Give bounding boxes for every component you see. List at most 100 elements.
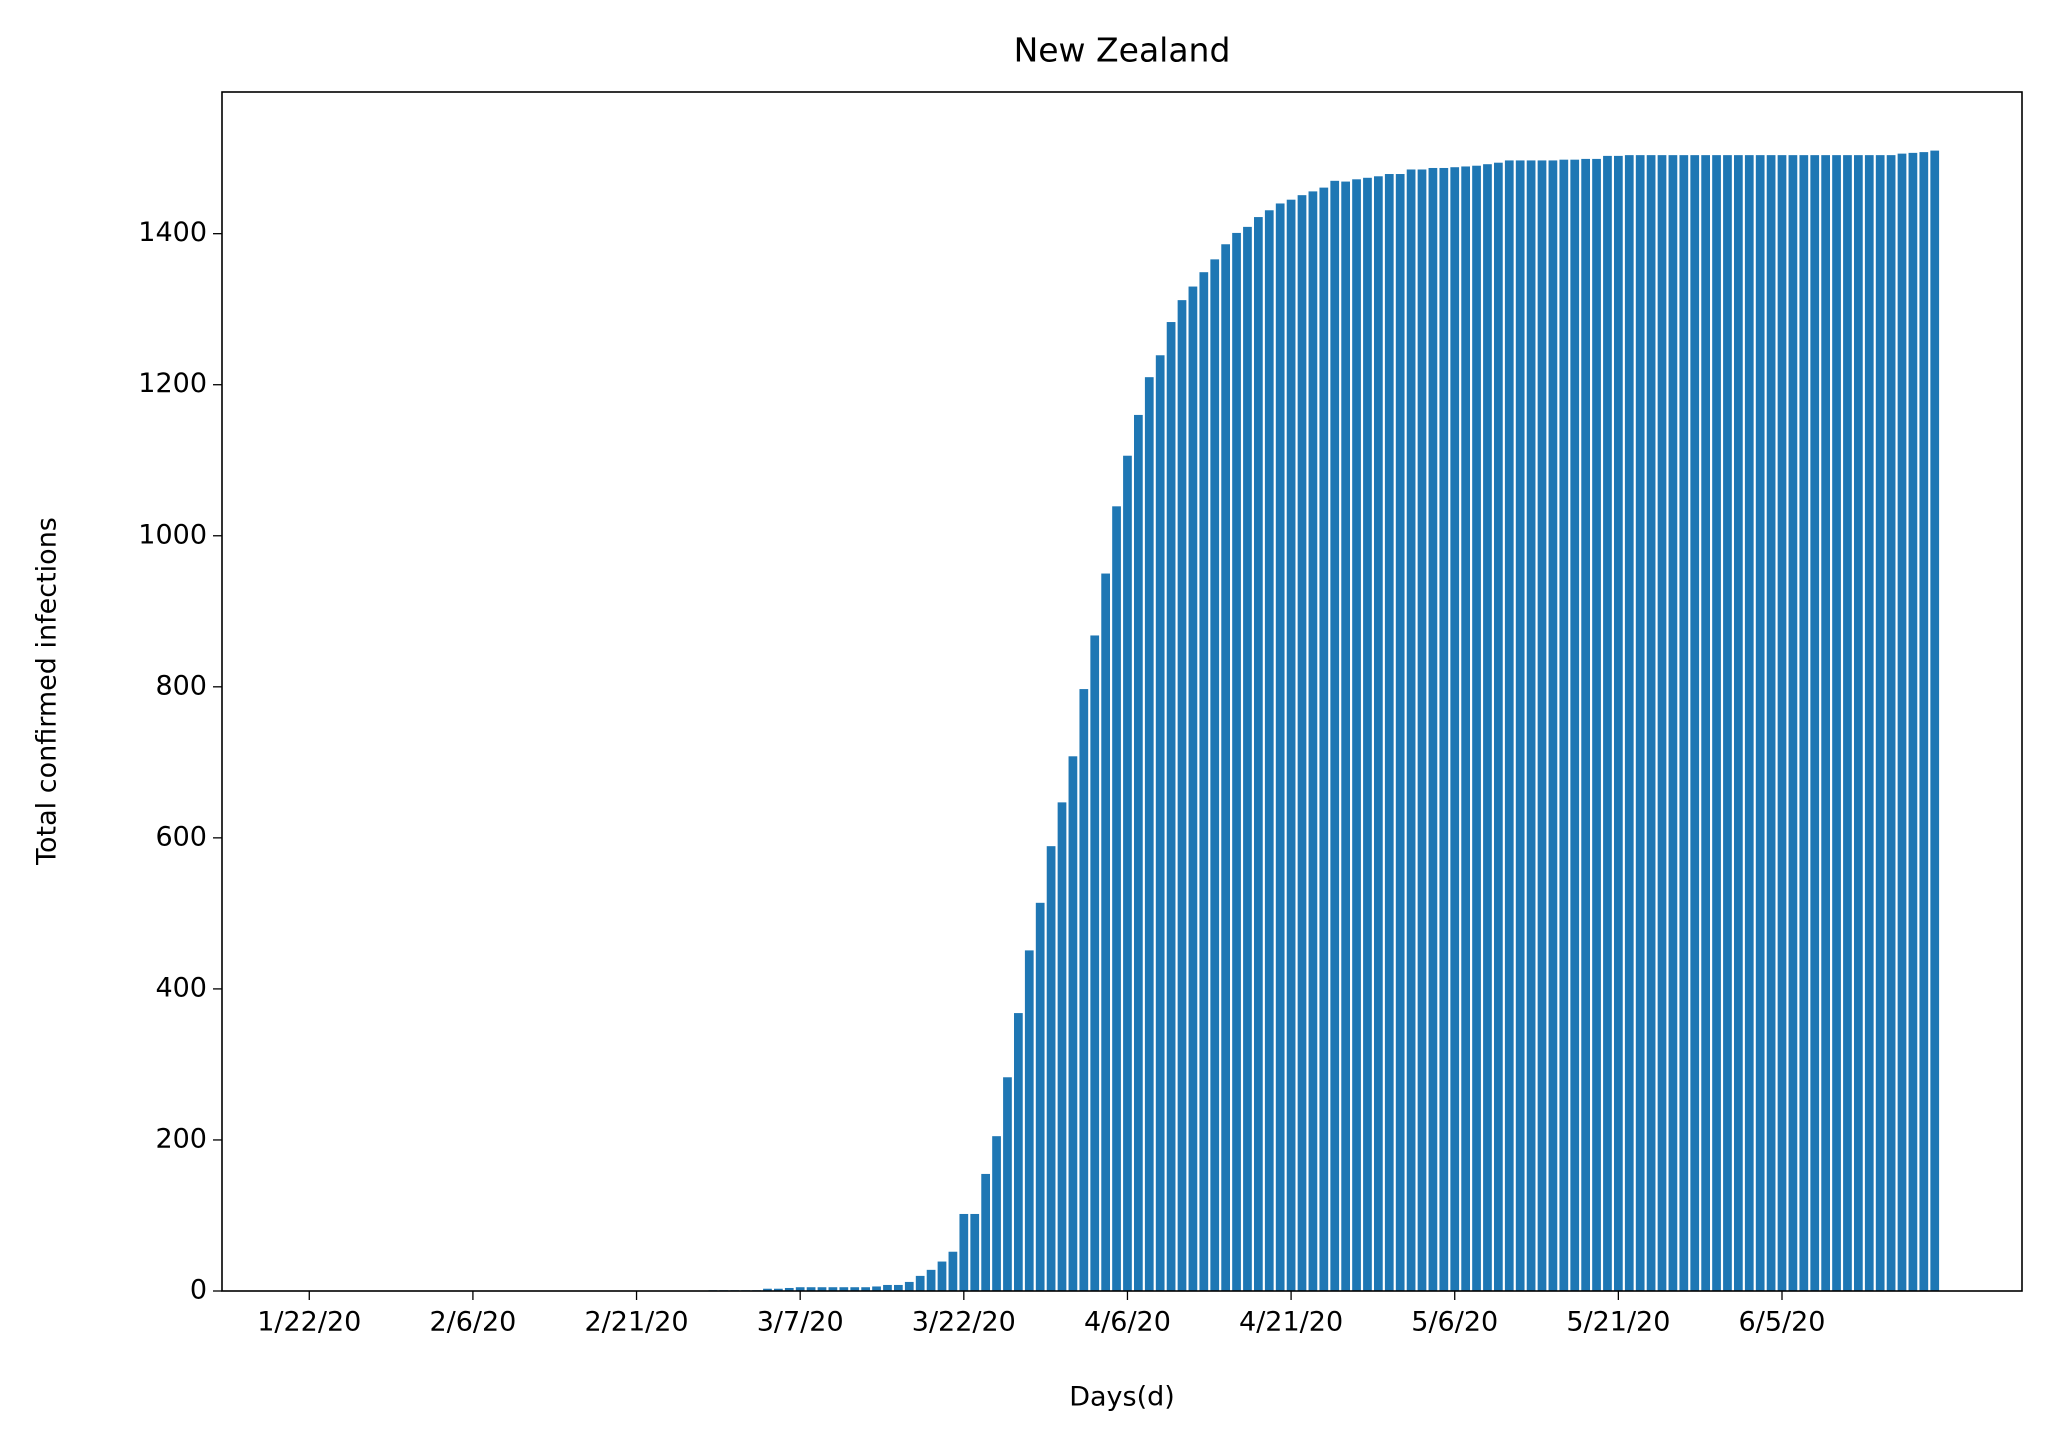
bar xyxy=(1854,155,1863,1291)
bar xyxy=(1308,191,1318,1292)
bar xyxy=(795,1287,805,1291)
y-axis-label: Total confirmed infections xyxy=(32,517,63,866)
bar xyxy=(1603,155,1612,1291)
bar xyxy=(1101,573,1110,1291)
x-tick-label: 2/21/20 xyxy=(584,1307,688,1338)
bar xyxy=(1668,155,1678,1291)
y-tick-label: 1200 xyxy=(138,368,207,399)
bar xyxy=(1057,802,1067,1291)
bar xyxy=(937,1261,947,1291)
x-tick-label: 2/6/20 xyxy=(429,1307,516,1338)
bar xyxy=(1428,167,1438,1291)
bar xyxy=(872,1286,881,1291)
y-tick-label: 400 xyxy=(155,972,207,1003)
bar xyxy=(948,1251,958,1291)
bar xyxy=(1090,635,1100,1291)
bar xyxy=(1494,162,1503,1292)
bar xyxy=(1897,153,1907,1292)
x-tick-label: 5/21/20 xyxy=(1566,1307,1670,1338)
bar xyxy=(1864,155,1874,1291)
bar xyxy=(1799,155,1809,1291)
bar xyxy=(1024,950,1034,1291)
bar xyxy=(1232,232,1241,1292)
bar xyxy=(1046,846,1056,1291)
bar xyxy=(1439,167,1449,1291)
bar xyxy=(1395,174,1405,1291)
bar xyxy=(774,1288,783,1291)
bar xyxy=(1068,756,1078,1291)
bar xyxy=(1254,217,1263,1291)
bar xyxy=(1592,158,1601,1291)
bar xyxy=(1821,155,1830,1291)
x-tick-label: 3/22/20 xyxy=(912,1307,1016,1338)
y-tick-label: 1400 xyxy=(138,217,207,248)
bar xyxy=(1504,160,1514,1291)
bar xyxy=(1166,322,1176,1291)
y-tick-label: 0 xyxy=(190,1275,207,1306)
bar xyxy=(806,1287,816,1291)
x-tick-label: 6/5/20 xyxy=(1739,1307,1826,1338)
bar xyxy=(828,1287,838,1291)
bar xyxy=(1461,166,1470,1292)
bar xyxy=(981,1173,990,1291)
bar xyxy=(1374,176,1383,1291)
x-tick-label: 3/7/20 xyxy=(757,1307,844,1338)
bar xyxy=(1155,355,1165,1292)
x-tick-label: 1/22/20 xyxy=(257,1307,361,1338)
bar xyxy=(915,1275,925,1291)
bar xyxy=(1319,187,1329,1292)
bar xyxy=(1526,160,1536,1291)
bar xyxy=(1199,272,1209,1292)
chart-title: New Zealand xyxy=(1014,31,1231,70)
bar xyxy=(992,1136,1001,1291)
bar xyxy=(1384,174,1394,1291)
bar xyxy=(1123,455,1132,1292)
x-axis-label: Days(d) xyxy=(1069,1382,1175,1413)
bar xyxy=(1701,155,1710,1291)
y-tick-label: 200 xyxy=(155,1123,207,1154)
bar xyxy=(970,1213,980,1291)
bar xyxy=(1003,1077,1012,1291)
bar xyxy=(1035,902,1045,1291)
x-tick-label: 4/6/20 xyxy=(1084,1307,1171,1338)
bar xyxy=(1766,155,1776,1291)
bar xyxy=(1919,152,1929,1291)
bar xyxy=(1832,155,1841,1291)
bar xyxy=(904,1281,914,1291)
bar xyxy=(763,1288,772,1291)
x-tick-label: 5/6/20 xyxy=(1411,1307,1498,1338)
bar xyxy=(1788,155,1798,1291)
bar xyxy=(1188,286,1198,1291)
bar xyxy=(883,1284,892,1291)
bar xyxy=(1134,414,1143,1291)
bar xyxy=(894,1284,903,1291)
bar xyxy=(1221,244,1230,1292)
bar xyxy=(1679,155,1689,1291)
bar xyxy=(1548,160,1558,1291)
bar xyxy=(1886,155,1896,1291)
bar xyxy=(861,1287,870,1291)
bar xyxy=(1646,155,1656,1291)
bar xyxy=(784,1287,794,1291)
bar xyxy=(1723,155,1732,1291)
bar xyxy=(850,1287,860,1291)
bar xyxy=(1875,155,1885,1291)
bar xyxy=(1297,195,1307,1291)
bar xyxy=(1483,164,1492,1291)
bar xyxy=(1581,158,1590,1291)
bar xyxy=(926,1269,936,1291)
bar xyxy=(1352,179,1361,1292)
bar xyxy=(1755,155,1765,1291)
bar xyxy=(1537,160,1547,1291)
bar xyxy=(1243,226,1252,1291)
bar xyxy=(1843,155,1852,1291)
bar xyxy=(1614,155,1623,1291)
bar xyxy=(1690,155,1700,1291)
bar xyxy=(1286,199,1296,1291)
bar xyxy=(839,1287,849,1291)
bar xyxy=(1908,152,1918,1292)
bar xyxy=(1712,155,1721,1291)
bar xyxy=(1330,180,1340,1291)
